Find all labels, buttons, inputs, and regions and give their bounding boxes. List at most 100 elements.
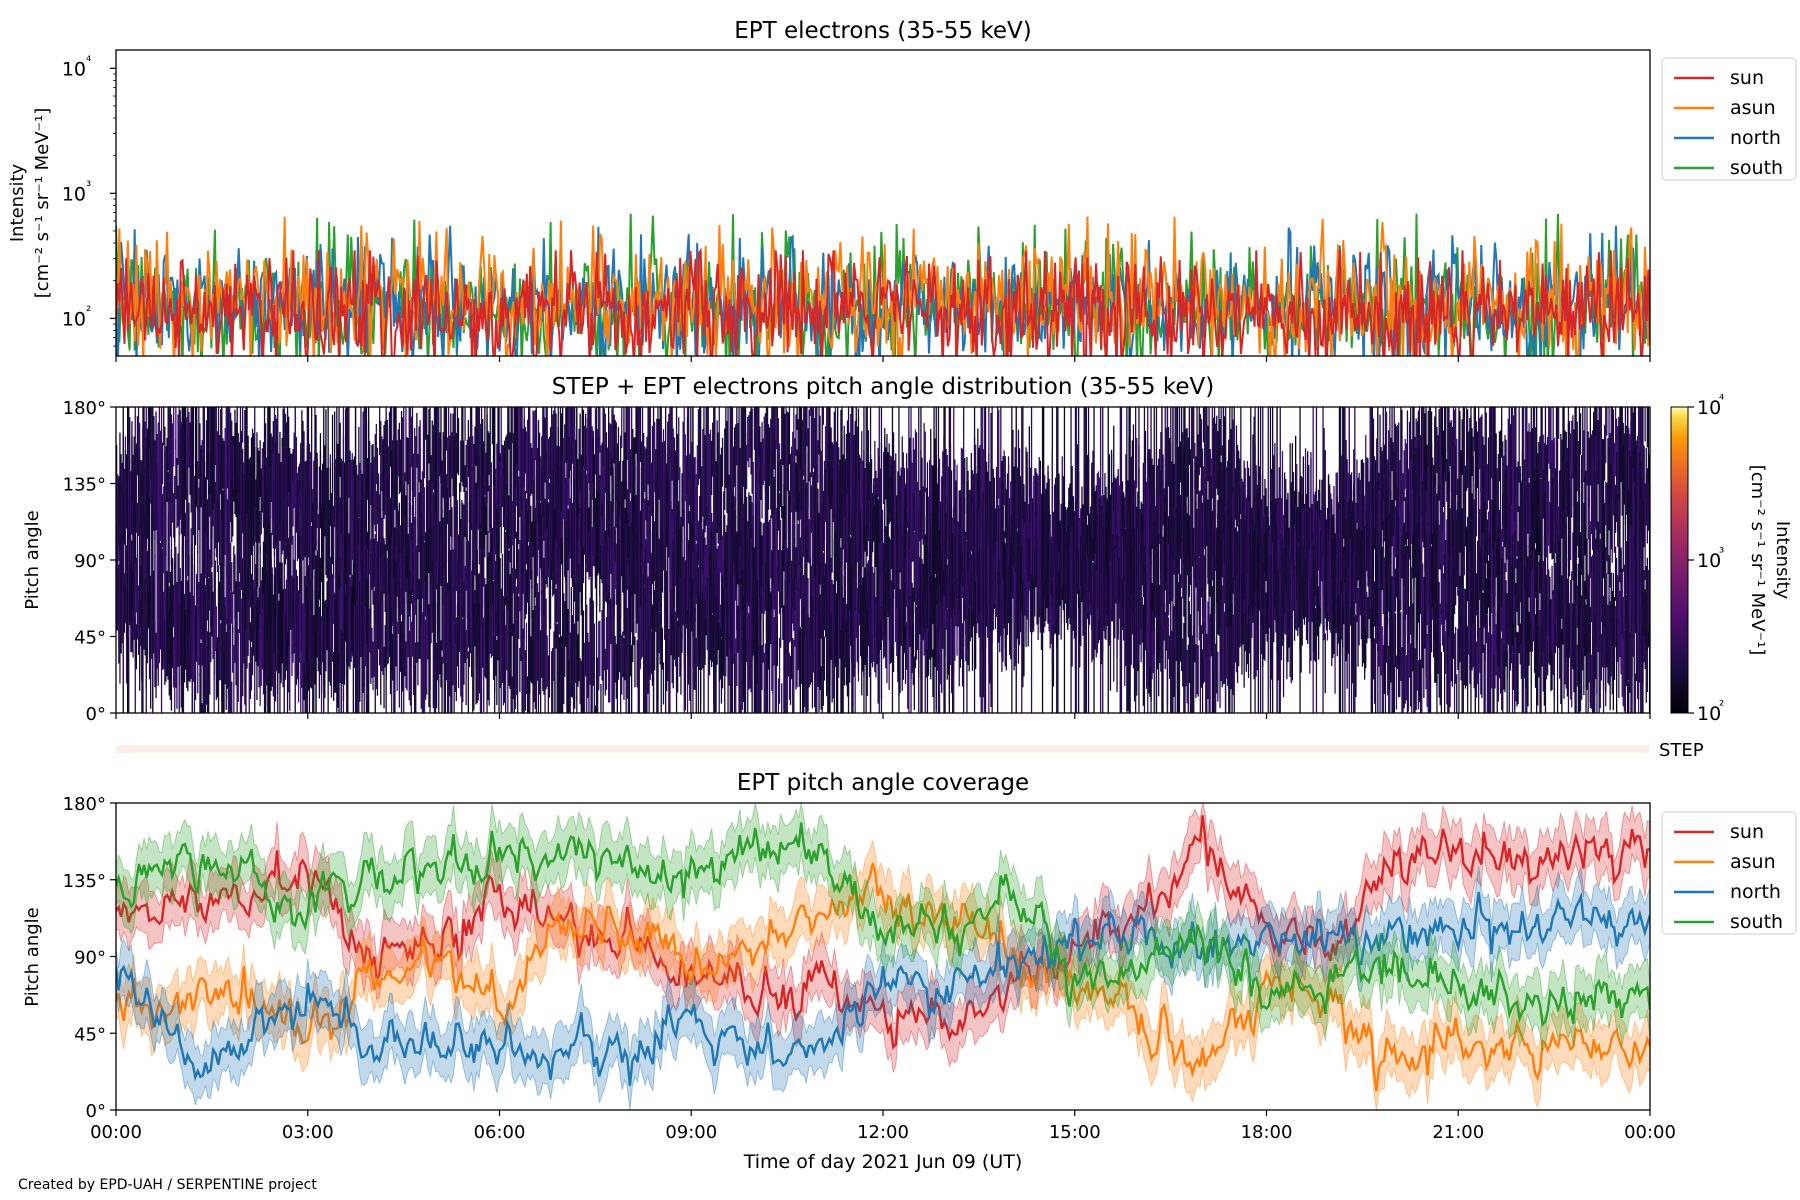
heatmap-cell: [622, 498, 624, 593]
heatmap-cell: [897, 471, 899, 574]
heatmap-cell: [384, 421, 386, 515]
heatmap-cell: [969, 489, 971, 582]
heatmap-cell: [443, 589, 445, 659]
heatmap-cell: [522, 428, 524, 502]
heatmap-cell: [576, 629, 578, 702]
heatmap-cell: [655, 482, 657, 614]
heatmap-cell: [1451, 427, 1453, 509]
heatmap-cell: [1419, 659, 1422, 713]
heatmap-cell: [328, 551, 330, 682]
heatmap-cell: [492, 407, 495, 485]
heatmap-cell: [798, 562, 800, 668]
heatmap-cell: [777, 549, 780, 592]
heatmap-cell: [868, 462, 871, 516]
heatmap-cell: [335, 600, 337, 693]
heatmap-cell: [1247, 533, 1250, 606]
heatmap-cell: [1140, 605, 1142, 663]
heatmap-cell: [446, 478, 449, 525]
heatmap-cell: [815, 407, 817, 713]
heatmap-cell: [919, 495, 921, 542]
heatmap-cell: [854, 421, 856, 557]
heatmap-cell: [1207, 601, 1209, 699]
heatmap-cell: [431, 420, 433, 483]
heatmap-cell: [805, 574, 807, 713]
heatmap-cell: [782, 506, 784, 611]
heatmap-cell: [533, 437, 535, 627]
heatmap-cell: [272, 619, 274, 697]
heatmap-cell: [636, 407, 638, 536]
heatmap-cell: [370, 553, 372, 654]
heatmap-cell: [204, 477, 207, 533]
heatmap-cell: [1012, 504, 1014, 565]
heatmap-cell: [908, 451, 910, 527]
heatmap-cell: [406, 578, 408, 691]
heatmap-cell: [1230, 429, 1232, 558]
heatmap-cell: [574, 426, 576, 478]
heatmap-cell: [909, 549, 911, 597]
heatmap-cell: [468, 555, 471, 631]
heatmap-cell: [1219, 419, 1221, 524]
heatmap-cell: [1209, 449, 1211, 591]
heatmap-cell: [1362, 571, 1365, 620]
heatmap-cell: [130, 471, 132, 513]
heatmap-cell: [792, 638, 794, 713]
heatmap-cell: [1436, 524, 1438, 686]
heatmap-cell: [175, 570, 177, 688]
heatmap-cell: [1378, 489, 1380, 586]
heatmap-cell: [326, 606, 328, 651]
heatmap-cell: [525, 498, 528, 565]
heatmap-cell: [155, 467, 157, 531]
heatmap-cell: [572, 407, 575, 713]
heatmap-cell: [770, 515, 772, 579]
heatmap-cell: [705, 407, 707, 526]
heatmap-cell: [1281, 539, 1284, 646]
heatmap-cell: [730, 407, 732, 713]
heatmap-cell: [537, 420, 540, 524]
heatmap-cell: [1097, 499, 1100, 579]
heatmap-cell: [811, 407, 814, 431]
heatmap-cell: [1365, 435, 1367, 521]
heatmap-cell: [234, 554, 236, 663]
heatmap-cell: [837, 407, 839, 713]
heatmap-cell: [930, 443, 932, 514]
heatmap-cell: [326, 467, 328, 578]
heatmap-cell: [1140, 562, 1142, 629]
heatmap-cell: [817, 488, 819, 589]
heatmap-cell: [446, 595, 449, 713]
heatmap-cell: [993, 478, 995, 536]
heatmap-cell: [763, 522, 765, 566]
heatmap-cell: [982, 493, 984, 698]
heatmap-cell: [716, 614, 718, 665]
heatmap-cell: [915, 432, 918, 516]
heatmap-cell: [1449, 556, 1451, 659]
heatmap-cell: [477, 407, 479, 489]
heatmap-cell: [1263, 569, 1265, 660]
heatmap-cell: [215, 450, 217, 558]
heatmap-cell: [626, 489, 628, 564]
heatmap-cell: [518, 549, 520, 594]
heatmap-cell: [1383, 557, 1385, 646]
heatmap-cell: [188, 411, 190, 468]
heatmap-cell: [1293, 565, 1296, 618]
heatmap-cell: [872, 566, 874, 635]
heatmap-cell: [1298, 546, 1300, 618]
heatmap-cell: [736, 533, 738, 630]
heatmap-cell: [1211, 407, 1213, 499]
heatmap-cell: [331, 576, 334, 662]
heatmap-cell: [426, 407, 428, 570]
heatmap-cell: [1118, 485, 1120, 533]
heatmap-cell: [772, 435, 774, 528]
heatmap-cell: [240, 598, 243, 713]
heatmap-cell: [838, 597, 840, 678]
heatmap-cell: [162, 548, 164, 668]
heatmap-cell: [846, 602, 849, 697]
heatmap-cell: [1235, 425, 1238, 526]
heatmap-cell: [1158, 534, 1160, 657]
heatmap-cell: [803, 407, 805, 476]
heatmap-cell: [602, 407, 604, 466]
heatmap-cell: [1113, 510, 1115, 682]
heatmap-cell: [1451, 496, 1453, 593]
heatmap-cell: [744, 432, 747, 478]
heatmap-cell: [1438, 582, 1440, 670]
heatmap-cell: [1408, 510, 1411, 560]
